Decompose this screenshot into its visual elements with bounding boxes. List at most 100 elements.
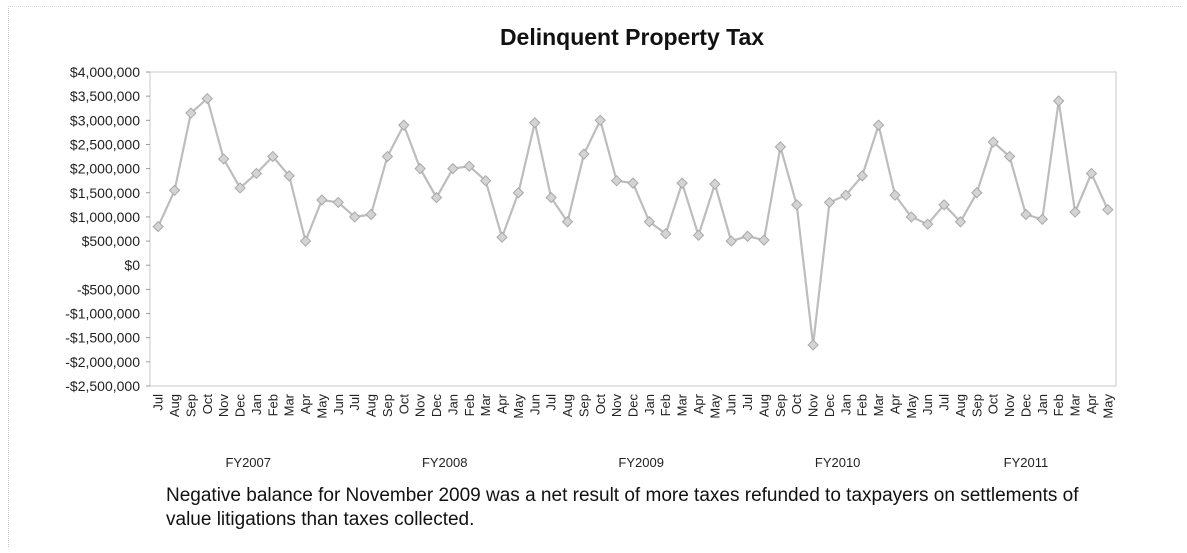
y-tick-label: $1,000,000 [70, 209, 140, 225]
data-point [1052, 95, 1065, 107]
fiscal-year-labels: FY2007 FY2008 FY2009 FY2010 FY2011 [225, 455, 1048, 470]
x-tick-label: Oct [789, 394, 804, 415]
data-point [872, 119, 885, 131]
x-tick-label: Dec [429, 394, 444, 418]
data-point [398, 119, 410, 131]
data-point [1036, 213, 1049, 226]
data-point [692, 229, 705, 241]
data-point [1020, 208, 1032, 221]
data-point [496, 231, 508, 243]
x-tick-label: May [1100, 394, 1115, 419]
y-tick-label: -$2,500,000 [65, 378, 140, 394]
x-tick-label: Oct [593, 394, 608, 415]
data-point [152, 220, 164, 233]
y-tick-label: $1,500,000 [70, 185, 140, 201]
data-point [987, 136, 999, 148]
x-tick-label: Oct [396, 394, 411, 415]
data-point [1069, 206, 1081, 218]
data-point [709, 178, 721, 190]
y-axis: $4,000,000 $3,500,000 $3,000,000 $2,500,000… [65, 64, 1117, 394]
data-point [725, 235, 737, 247]
data-point [201, 92, 214, 105]
x-tick-label: Nov [413, 394, 428, 418]
x-tick-label: Sep [183, 394, 198, 417]
y-tick-label: $2,000,000 [70, 161, 140, 177]
x-tick-label: Feb [1051, 394, 1066, 416]
x-tick-label: Apr [298, 393, 313, 414]
x-tick-label: Jul [347, 394, 362, 411]
plot-area-border [149, 71, 1117, 387]
x-tick-label: Apr [691, 393, 706, 414]
fiscal-year-label: FY2009 [618, 455, 664, 470]
x-tick-label: Nov [609, 394, 624, 418]
x-tick-label: Feb [658, 394, 673, 416]
y-tick-label: $2,500,000 [70, 136, 140, 152]
y-tick-label: $0 [124, 257, 140, 273]
data-point [234, 182, 246, 194]
x-tick-label: May [314, 394, 329, 419]
x-tick-label: Jul [937, 394, 952, 411]
x-tick-label: May [707, 394, 722, 419]
data-point [758, 234, 770, 246]
x-tick-label: Mar [675, 393, 690, 416]
data-point [954, 216, 967, 228]
y-tick-label: $500,000 [82, 233, 141, 249]
data-point [381, 150, 394, 163]
data-point [840, 189, 852, 201]
x-tick-label: Feb [265, 394, 280, 416]
data-point [1085, 167, 1098, 180]
data-point [627, 177, 639, 189]
x-tick-label: Dec [626, 394, 641, 418]
x-tick-label: May [511, 394, 526, 419]
x-tick-label: Sep [576, 394, 591, 417]
data-point [332, 196, 344, 209]
x-tick-label: Jan [445, 394, 460, 415]
fiscal-year-label: FY2011 [1004, 455, 1049, 470]
x-tick-label: Aug [167, 394, 182, 417]
fiscal-year-label: FY2010 [815, 455, 861, 470]
data-point [217, 153, 230, 165]
y-tick-label: $4,000,000 [70, 64, 140, 80]
x-tick-label: Mar [1068, 393, 1083, 416]
x-tick-label: Sep [773, 394, 788, 417]
y-tick-label: $3,000,000 [70, 112, 140, 128]
x-axis: Jul Aug Sep Oct Nov Dec Jan Feb Mar Apr May Jun Jul A… [151, 393, 1116, 418]
data-point [283, 170, 295, 182]
x-tick-label: Mar [478, 393, 493, 416]
data-point [660, 228, 672, 240]
x-tick-label: Dec [822, 394, 837, 418]
x-tick-label: Aug [953, 394, 968, 417]
x-tick-label: Jan [642, 394, 657, 415]
data-point [938, 199, 950, 211]
data-point [250, 167, 263, 180]
x-tick-label: Jun [920, 394, 935, 415]
data-point [1102, 203, 1114, 216]
x-tick-label: Jan [1035, 394, 1050, 415]
x-tick-label: Dec [233, 394, 248, 418]
x-tick-label: Mar [871, 393, 886, 416]
data-point [447, 162, 459, 175]
data-point [463, 160, 475, 172]
fiscal-year-label: FY2008 [422, 455, 468, 470]
x-tick-label: Jun [331, 394, 346, 415]
data-point [185, 107, 197, 119]
data-point [823, 196, 836, 209]
data-point [316, 194, 328, 206]
x-tick-label: Sep [380, 394, 395, 417]
data-point [512, 187, 525, 199]
x-tick-label: Jul [544, 394, 559, 411]
data-point [1003, 150, 1016, 163]
data-point [774, 141, 787, 153]
x-tick-label: Apr [1084, 393, 1099, 414]
x-tick-label: Aug [756, 394, 771, 417]
x-tick-label: Sep [969, 394, 984, 417]
data-point [479, 174, 492, 187]
data-point [856, 170, 868, 182]
data-point [791, 199, 803, 211]
x-tick-label: Aug [364, 394, 379, 417]
y-tick-label: -$1,000,000 [65, 306, 140, 322]
x-tick-label: Feb [462, 394, 477, 416]
x-tick-label: Dec [1018, 394, 1033, 418]
x-tick-label: Jul [151, 394, 166, 411]
x-tick-label: Aug [560, 394, 575, 417]
